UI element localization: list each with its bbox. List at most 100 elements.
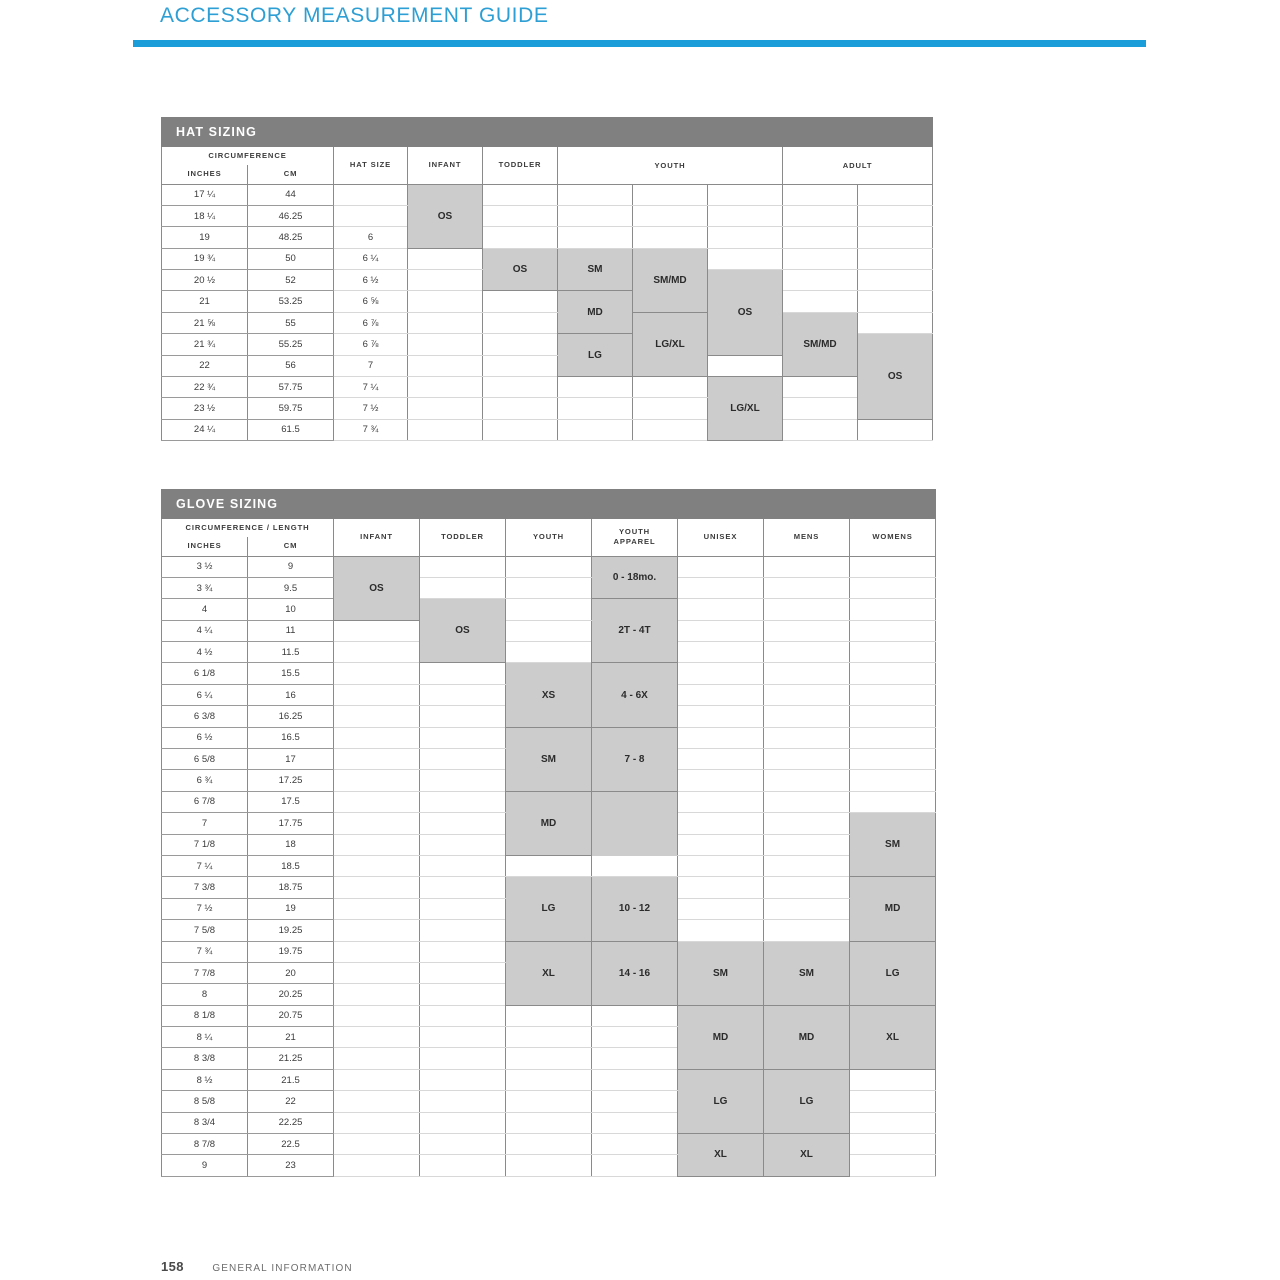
glove-inches: 7 ½	[161, 897, 248, 921]
hat-size	[333, 183, 408, 206]
glove-inches: 6 5/8	[161, 748, 248, 771]
glove-unisex-cell	[677, 897, 764, 921]
glove-inches: 8 ¼	[161, 1026, 248, 1049]
glove-mens-cell	[763, 833, 850, 856]
table-row: 8 3/4 22.25	[161, 1111, 937, 1135]
glove-inches: 7 ¼	[161, 854, 248, 878]
glove-inches: 3 ¾	[161, 576, 248, 600]
hat-cm: 56	[247, 354, 334, 378]
header-accent-rule	[133, 40, 1146, 47]
glove-inches: 9	[161, 1154, 248, 1177]
glove-infant-cell	[333, 961, 420, 985]
glove-sizing-table: GLOVE SIZING CIRCUMFERENCE / LENGTH INFA…	[160, 489, 937, 1177]
glove-toddler-cell	[419, 1154, 506, 1177]
glove-youth-xs: XS	[505, 662, 592, 728]
glove-mens-sm: SM	[763, 940, 850, 1006]
glove-inches: 3 ½	[161, 555, 248, 578]
table-row: 7 ½ 19	[161, 897, 936, 921]
glove-mens-cell	[763, 919, 850, 942]
glove-header-cm: CM	[247, 537, 334, 557]
glove-toddler-cell	[419, 1111, 506, 1135]
table-row: 21 ⅝ 55 6 ⅞ LG/XL SM/MD	[161, 311, 934, 378]
glove-mens-xl: XL	[763, 1133, 850, 1177]
hat-toddler-cell	[482, 397, 558, 420]
hat-adult-c1	[782, 269, 858, 292]
hat-youth-c2	[632, 183, 708, 206]
hat-header-toddler: TODDLER	[482, 146, 558, 185]
glove-toddler-cell	[419, 683, 506, 707]
hat-toddler-os: OS	[482, 247, 558, 292]
glove-womens-cell	[848, 1068, 937, 1092]
glove-apparel-cell	[591, 1004, 678, 1028]
glove-unisex-cell	[677, 833, 764, 856]
glove-inches: 4 ¼	[161, 619, 248, 643]
glove-inches: 7 7/8	[161, 961, 248, 985]
glove-cm: 18.5	[247, 854, 334, 878]
glove-toddler-cell	[419, 576, 506, 600]
glove-apparel-4-6x: 4 - 6X	[591, 662, 678, 728]
glove-cm: 9	[247, 555, 334, 578]
glove-cm: 22	[247, 1090, 334, 1113]
glove-infant-cell	[333, 769, 420, 792]
glove-mens-cell	[763, 619, 850, 643]
hat-youth-c2	[632, 226, 708, 249]
glove-unisex-cell	[677, 726, 764, 750]
glove-womens-cell	[848, 683, 937, 707]
hat-toddler-cell	[482, 376, 558, 399]
hat-inches: 21	[161, 290, 248, 313]
table-row: 6 7/8 17.5 MD	[161, 790, 937, 856]
hat-size: 7 ½	[333, 397, 408, 420]
glove-womens-cell	[848, 576, 937, 600]
hat-sizing-table: HAT SIZING CIRCUMFERENCE HAT SIZE INFANT…	[160, 117, 934, 442]
hat-header-adult: ADULT	[781, 146, 934, 185]
glove-cm: 19.75	[247, 940, 334, 963]
hat-header-inches: INCHES	[161, 165, 248, 185]
glove-toddler-cell	[419, 983, 506, 1006]
glove-unisex-cell	[677, 854, 764, 878]
glove-inches: 7 3/8	[161, 876, 248, 899]
glove-cm: 21.5	[247, 1068, 334, 1092]
glove-inches: 6 3/8	[161, 705, 248, 728]
glove-inches: 8 1/8	[161, 1004, 248, 1028]
hat-youth-c3	[782, 397, 858, 420]
glove-infant-cell	[333, 662, 420, 685]
hat-adult-c1	[782, 226, 858, 249]
glove-mens-cell	[763, 705, 850, 728]
glove-cm: 11	[247, 619, 334, 643]
hat-header-circumference: CIRCUMFERENCE	[161, 146, 334, 166]
glove-toddler-cell	[419, 1004, 506, 1028]
glove-mens-cell	[763, 854, 850, 878]
hat-youth-c1	[557, 183, 633, 206]
hat-toddler-cell	[482, 290, 558, 313]
hat-toddler-cell	[482, 418, 558, 442]
hat-adult-c2	[856, 269, 934, 292]
hat-infant-cell	[407, 354, 483, 378]
glove-youth-cell	[505, 598, 592, 621]
glove-inches: 8 3/8	[161, 1047, 248, 1070]
hat-inches: 17 ¼	[161, 183, 248, 206]
hat-adult-c2	[856, 183, 934, 206]
hat-adult-c2	[856, 247, 934, 271]
glove-infant-cell	[333, 748, 420, 771]
hat-youth-c2	[632, 397, 708, 420]
hat-toddler-cell	[482, 311, 558, 335]
glove-inches: 8 7/8	[161, 1133, 248, 1156]
hat-inches: 22 ¾	[161, 376, 248, 399]
glove-toddler-cell	[419, 555, 506, 578]
glove-apparel-cell	[591, 1154, 678, 1177]
glove-mens-cell	[763, 876, 850, 899]
glove-mens-cell	[763, 790, 850, 814]
hat-size: 6 ¼	[333, 247, 408, 271]
hat-youth-c1	[557, 204, 633, 228]
glove-cm: 20	[247, 961, 334, 985]
glove-mens-cell	[763, 769, 850, 792]
glove-toddler-cell	[419, 1047, 506, 1070]
hat-infant-cell	[407, 269, 483, 292]
glove-header-youth-apparel-line1: YOUTH	[618, 527, 651, 536]
glove-infant-cell	[333, 897, 420, 921]
glove-unisex-cell	[677, 790, 764, 814]
glove-youth-cell	[505, 576, 592, 600]
hat-youth-c2	[632, 204, 708, 228]
glove-toddler-cell	[419, 1068, 506, 1092]
hat-youth-lg: LG	[557, 333, 633, 378]
